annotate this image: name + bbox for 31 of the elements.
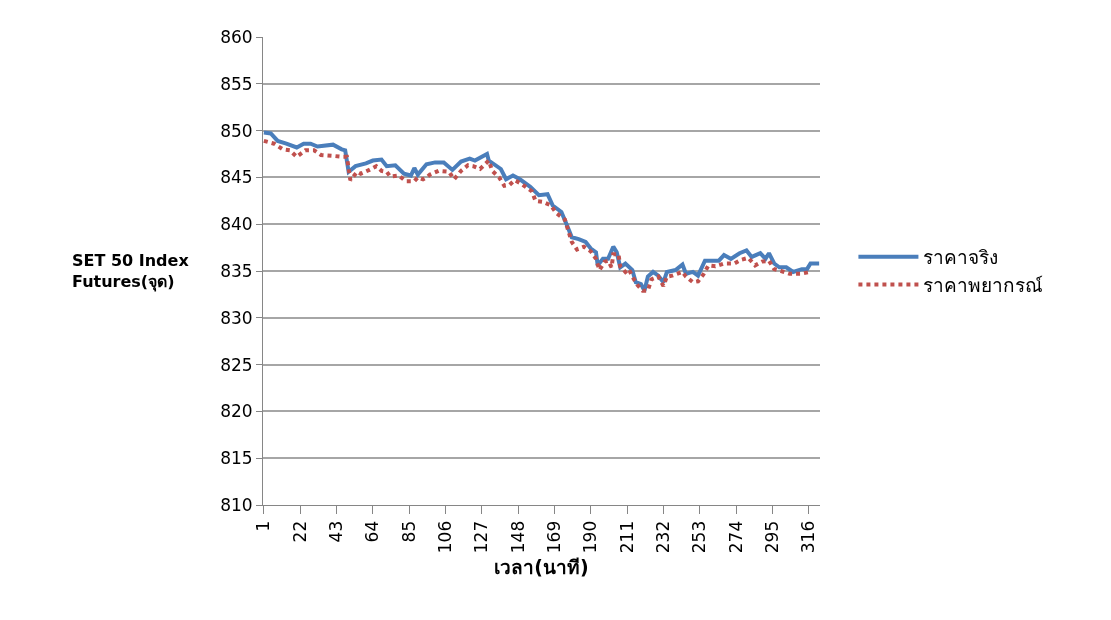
x-tick-label: 232	[652, 520, 673, 554]
y-tick-label: 815	[220, 448, 253, 469]
y-tick-label: 860	[220, 26, 253, 47]
x-tick-label: 1	[253, 520, 274, 532]
x-axis-title: เวลา(นาที)	[494, 556, 589, 579]
y-tick-label: 845	[220, 167, 253, 188]
x-tick-label: 43	[326, 520, 347, 543]
x-tick-label: 106	[435, 520, 456, 554]
x-tick-label: 148	[507, 520, 528, 554]
x-tick-label: 211	[616, 520, 637, 554]
y-tick-label: 830	[220, 307, 253, 328]
x-tick-label: 253	[689, 520, 710, 554]
y-tick-label: 840	[220, 214, 253, 235]
x-tick-label: 64	[362, 520, 383, 543]
y-axis-title: SET 50 Index Futures(จุด)	[72, 251, 190, 292]
x-tick-label: 169	[543, 520, 564, 554]
legend-label: ราคาจริง	[923, 246, 999, 269]
x-tick-label: 295	[761, 520, 782, 554]
y-tick-label: 855	[220, 73, 253, 94]
x-tick-label: 190	[580, 520, 601, 554]
y-tick-label: 835	[220, 260, 253, 281]
y-tick-label: 825	[220, 354, 253, 375]
x-tick-label: 85	[398, 520, 419, 543]
x-tick-label: 316	[798, 520, 819, 554]
y-tick-label: 850	[220, 120, 253, 141]
y-tick-label: 810	[220, 494, 253, 515]
x-tick-label: 274	[725, 520, 746, 554]
legend-label: ราคาพยากรณ์	[923, 273, 1044, 296]
x-tick-label: 22	[289, 520, 310, 543]
y-tick-label: 820	[220, 401, 253, 422]
x-tick-label: 127	[471, 520, 492, 554]
